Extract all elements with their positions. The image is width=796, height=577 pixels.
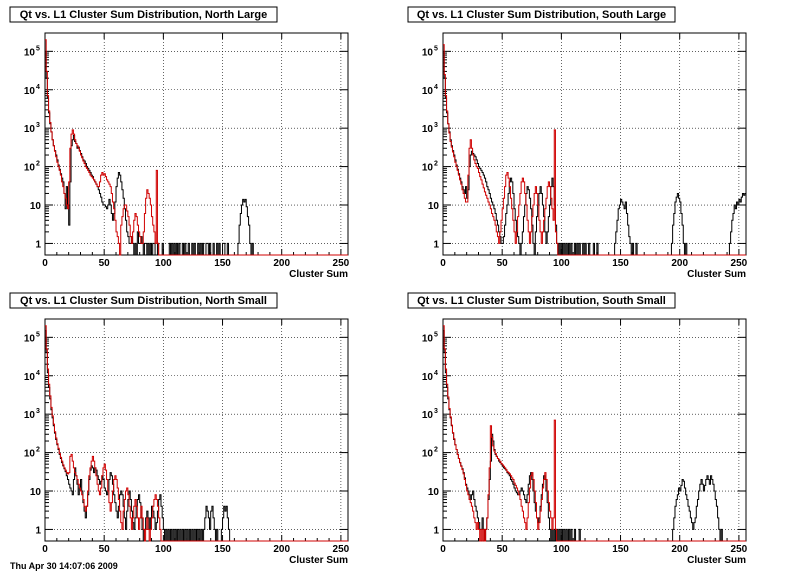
y-tick-label: 10 bbox=[422, 372, 434, 383]
series-black-line bbox=[443, 50, 747, 256]
panel-south-large: Qt vs. L1 Cluster Sum Distribution, Sout… bbox=[407, 6, 748, 280]
y-tick-exponent: 2 bbox=[36, 161, 40, 168]
y-tick-label: 10 bbox=[422, 124, 434, 135]
y-tick-label: 10 bbox=[24, 163, 36, 174]
y-tick-label: 10 bbox=[422, 163, 434, 174]
x-tick-label: 200 bbox=[273, 544, 290, 555]
y-tick-label: 1 bbox=[433, 239, 439, 250]
panel-north-large: Qt vs. L1 Cluster Sum Distribution, Nort… bbox=[9, 6, 350, 280]
footer-timestamp: Thu Apr 30 14:07:06 2009 bbox=[10, 561, 118, 571]
x-tick-label: 150 bbox=[612, 258, 629, 269]
y-tick-exponent: 3 bbox=[434, 408, 438, 415]
x-axis-title: Cluster Sum bbox=[687, 269, 746, 280]
y-tick-exponent: 5 bbox=[434, 45, 438, 52]
y-tick-label: 1 bbox=[35, 525, 41, 536]
x-tick-label: 250 bbox=[731, 258, 748, 269]
series-black-line bbox=[45, 50, 348, 256]
y-tick-exponent: 2 bbox=[434, 447, 438, 454]
x-tick-label: 150 bbox=[214, 258, 231, 269]
x-tick-label: 100 bbox=[155, 258, 172, 269]
y-tick-exponent: 4 bbox=[434, 370, 438, 377]
y-tick-exponent: 5 bbox=[36, 331, 40, 338]
panel-south-small: Qt vs. L1 Cluster Sum Distribution, Sout… bbox=[407, 292, 748, 566]
y-tick-label: 10 bbox=[428, 201, 440, 212]
series-red-line bbox=[443, 44, 746, 256]
y-tick-label: 10 bbox=[30, 201, 42, 212]
x-tick-label: 100 bbox=[553, 258, 570, 269]
y-tick-label: 10 bbox=[24, 333, 36, 344]
y-tick-label: 10 bbox=[422, 410, 434, 421]
series-red-line bbox=[45, 39, 348, 256]
y-tick-label: 1 bbox=[35, 239, 41, 250]
y-tick-label: 10 bbox=[422, 47, 434, 58]
x-tick-label: 150 bbox=[214, 544, 231, 555]
x-tick-label: 50 bbox=[99, 258, 111, 269]
plot-frame bbox=[44, 318, 349, 542]
x-tick-label: 50 bbox=[99, 544, 111, 555]
y-tick-exponent: 4 bbox=[434, 84, 438, 91]
chart-title: Qt vs. L1 Cluster Sum Distribution, Nort… bbox=[20, 295, 267, 307]
x-tick-label: 0 bbox=[440, 258, 446, 269]
x-tick-label: 250 bbox=[731, 544, 748, 555]
chart-title: Qt vs. L1 Cluster Sum Distribution, Nort… bbox=[20, 9, 268, 21]
y-tick-exponent: 4 bbox=[36, 370, 40, 377]
y-tick-exponent: 2 bbox=[36, 447, 40, 454]
plot-frame bbox=[44, 32, 349, 256]
x-axis-title: Cluster Sum bbox=[687, 555, 746, 566]
y-tick-label: 10 bbox=[24, 410, 36, 421]
y-tick-label: 10 bbox=[428, 487, 440, 498]
x-tick-label: 0 bbox=[42, 544, 48, 555]
title-box bbox=[9, 292, 278, 309]
y-tick-label: 10 bbox=[422, 449, 434, 460]
y-tick-label: 10 bbox=[24, 47, 36, 58]
x-tick-label: 200 bbox=[671, 544, 688, 555]
chart-title: Qt vs. L1 Cluster Sum Distribution, Sout… bbox=[417, 295, 666, 307]
y-tick-exponent: 3 bbox=[434, 122, 438, 129]
x-axis-title: Cluster Sum bbox=[289, 555, 348, 566]
y-tick-label: 10 bbox=[422, 333, 434, 344]
x-axis-title: Cluster Sum bbox=[289, 269, 348, 280]
x-tick-label: 0 bbox=[440, 544, 446, 555]
y-tick-exponent: 3 bbox=[36, 122, 40, 129]
x-tick-label: 0 bbox=[42, 258, 48, 269]
title-box bbox=[9, 6, 278, 23]
y-tick-label: 10 bbox=[24, 124, 36, 135]
x-tick-label: 200 bbox=[273, 258, 290, 269]
x-tick-label: 50 bbox=[497, 544, 509, 555]
series-red-line bbox=[443, 325, 746, 542]
y-tick-label: 10 bbox=[422, 86, 434, 97]
y-tick-exponent: 3 bbox=[36, 408, 40, 415]
title-box bbox=[407, 292, 676, 309]
x-tick-label: 250 bbox=[333, 544, 350, 555]
y-tick-label: 10 bbox=[24, 449, 36, 460]
y-tick-label: 10 bbox=[24, 372, 36, 383]
series-black-line bbox=[45, 330, 348, 542]
y-tick-exponent: 2 bbox=[434, 161, 438, 168]
series-red-line bbox=[45, 325, 348, 542]
x-tick-label: 100 bbox=[553, 544, 570, 555]
x-tick-label: 250 bbox=[333, 258, 350, 269]
chart-title: Qt vs. L1 Cluster Sum Distribution, Sout… bbox=[417, 9, 666, 21]
x-tick-label: 200 bbox=[671, 258, 688, 269]
y-tick-label: 10 bbox=[24, 86, 36, 97]
x-tick-label: 50 bbox=[497, 258, 509, 269]
panel-north-small: Qt vs. L1 Cluster Sum Distribution, Nort… bbox=[9, 292, 350, 566]
series-black-line bbox=[443, 330, 746, 542]
plot-frame bbox=[442, 32, 747, 256]
y-tick-exponent: 5 bbox=[434, 331, 438, 338]
x-tick-label: 150 bbox=[612, 544, 629, 555]
x-tick-label: 100 bbox=[155, 544, 172, 555]
y-tick-exponent: 4 bbox=[36, 84, 40, 91]
y-tick-label: 1 bbox=[433, 525, 439, 536]
title-box bbox=[407, 6, 676, 23]
y-tick-label: 10 bbox=[30, 487, 42, 498]
y-tick-exponent: 5 bbox=[36, 45, 40, 52]
